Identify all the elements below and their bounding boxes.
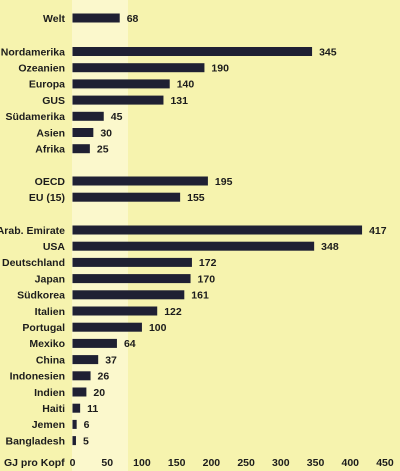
category-label-s-damerika: Südamerika [5, 111, 65, 123]
bar-indonesien [72, 371, 91, 381]
value-label-europa: 140 [177, 79, 195, 91]
bar-asien [72, 128, 94, 137]
value-label-usa: 348 [321, 241, 339, 253]
category-label-s-dkorea: Südkorea [17, 290, 65, 302]
value-label-italien: 122 [164, 306, 182, 318]
bar-gus [72, 95, 164, 105]
value-label-japan: 170 [198, 273, 216, 285]
value-label-bangladesh: 5 [83, 435, 89, 447]
x-tick-label-200: 200 [203, 457, 221, 469]
bar-bangladesh [72, 436, 76, 446]
x-tick-label-350: 350 [307, 457, 325, 469]
value-label-indien: 20 [93, 387, 105, 399]
category-label-portugal: Portugal [22, 322, 65, 334]
value-label-nordamerika: 345 [319, 46, 337, 58]
bar-china [72, 355, 99, 365]
category-label-gus: GUS [42, 95, 65, 107]
bar-jemen [72, 419, 77, 429]
bars-layer: Welt 68 Nordamerika 345 Ozeanien 190 Europa 140… [0, 13, 387, 448]
value-label-haiti: 11 [87, 403, 98, 415]
value-label-portugal: 100 [149, 322, 167, 334]
bar-s-dkorea [72, 290, 185, 300]
value-label-mexiko: 64 [124, 338, 136, 350]
bar-nordamerika [72, 47, 313, 56]
bar-arab-emirate [72, 225, 363, 235]
bar-italien [72, 306, 158, 316]
category-label-oecd: OECD [35, 176, 66, 188]
category-label-china: China [36, 354, 65, 366]
category-label-nordamerika: Nordamerika [1, 46, 65, 58]
bar-welt [72, 13, 120, 23]
x-tick-label-450: 450 [376, 457, 394, 469]
bar-ozeanien [72, 63, 205, 73]
category-label-afrika: Afrika [35, 144, 65, 156]
bar-indien [72, 387, 87, 397]
value-label-asien: 30 [100, 127, 112, 139]
category-label-mexiko: Mexiko [29, 338, 65, 350]
x-tick-label-300: 300 [272, 457, 290, 469]
bar-europa [72, 79, 170, 89]
value-label-ozeanien: 190 [211, 63, 229, 75]
value-label-s-dkorea: 161 [191, 290, 209, 302]
value-label-eu-15: 155 [187, 192, 205, 204]
category-label-haiti: Haiti [42, 403, 65, 415]
x-tick-label-250: 250 [237, 457, 255, 469]
category-label-bangladesh: Bangladesh [5, 435, 65, 447]
x-axis-label: GJ pro Kopf [4, 457, 65, 469]
value-label-oecd: 195 [215, 176, 233, 188]
category-label-europa: Europa [29, 79, 65, 91]
bar-oecd [72, 176, 208, 186]
value-label-arab-emirate: 417 [369, 225, 387, 237]
category-label-deutschland: Deutschland [2, 257, 65, 269]
x-tick-label-400: 400 [341, 457, 359, 469]
category-label-welt: Welt [43, 13, 65, 25]
x-tick-label-0: 0 [70, 457, 76, 469]
bar-deutschland [72, 257, 192, 267]
bar-japan [72, 274, 191, 284]
category-label-asien: Asien [36, 127, 65, 139]
bar-usa [72, 241, 315, 251]
category-label-japan: Japan [35, 273, 65, 285]
x-tick-label-150: 150 [168, 457, 186, 469]
category-label-italien: Italien [35, 306, 65, 318]
value-label-deutschland: 172 [199, 257, 217, 269]
value-label-indonesien: 26 [98, 371, 110, 383]
value-label-jemen: 6 [84, 419, 90, 431]
x-tick-label-50: 50 [101, 457, 113, 469]
bar-portugal [72, 322, 142, 332]
category-label-ozeanien: Ozeanien [18, 63, 65, 75]
x-tick-label-100: 100 [133, 457, 151, 469]
category-label-eu-15: EU (15) [29, 192, 65, 204]
category-label-usa: USA [43, 241, 66, 253]
value-label-welt: 68 [127, 13, 139, 25]
bar-afrika [72, 144, 90, 154]
value-label-china: 37 [105, 354, 117, 366]
x-axis: GJ pro Kopf 0 50 100 150 200 250 300 350 400 450 [4, 457, 394, 469]
category-label-arab-emirate: Arab. Emirate [0, 225, 65, 237]
value-label-s-damerika: 45 [111, 111, 123, 123]
bar-mexiko [72, 338, 117, 348]
bar-s-damerika [72, 111, 104, 121]
category-label-jemen: Jemen [32, 419, 65, 431]
category-label-indien: Indien [34, 387, 65, 399]
bar-eu-15 [72, 192, 181, 202]
category-label-indonesien: Indonesien [10, 371, 65, 383]
bar-haiti [72, 403, 81, 413]
value-label-afrika: 25 [97, 144, 109, 156]
value-label-gus: 131 [170, 95, 188, 107]
